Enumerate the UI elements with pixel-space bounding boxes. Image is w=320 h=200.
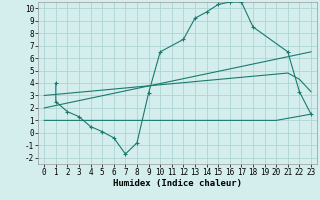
X-axis label: Humidex (Indice chaleur): Humidex (Indice chaleur) bbox=[113, 179, 242, 188]
